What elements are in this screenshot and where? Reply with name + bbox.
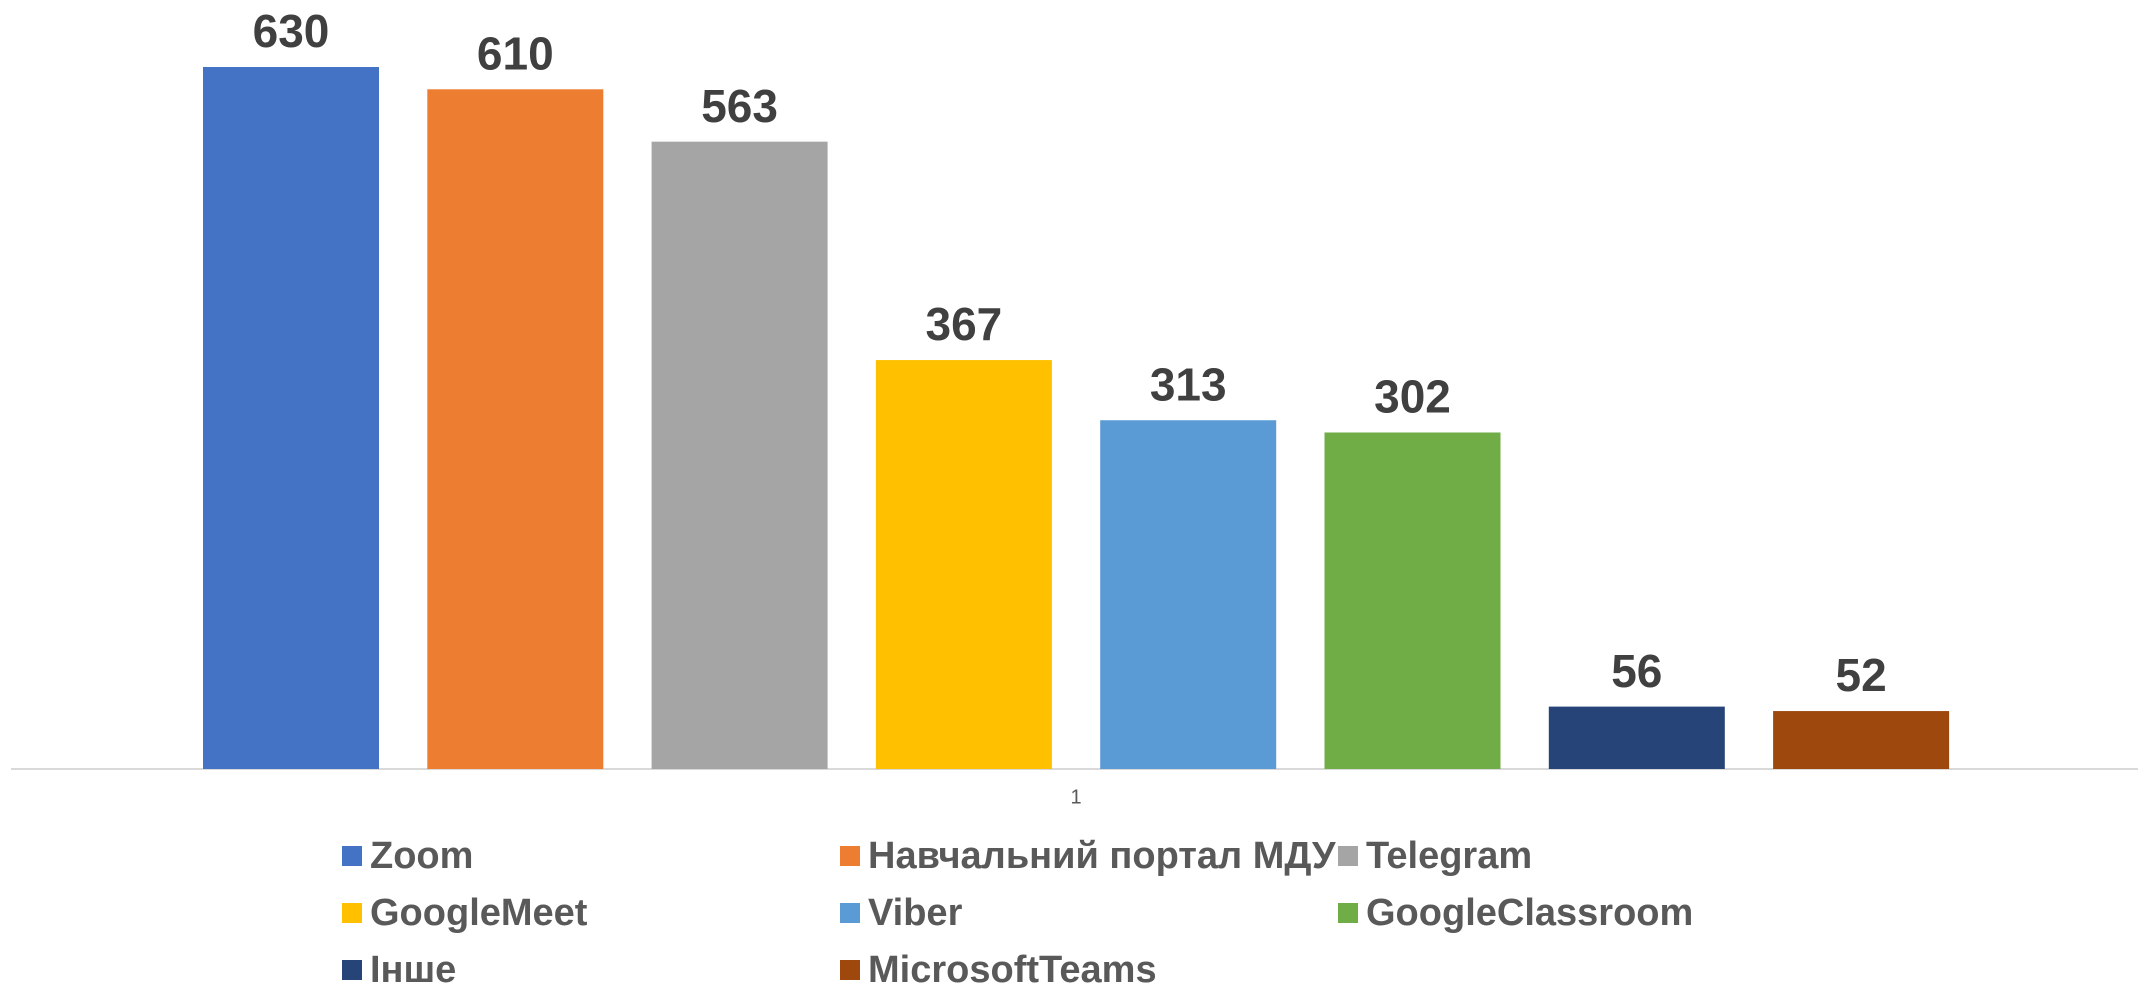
bar (1100, 420, 1277, 769)
bar (427, 89, 604, 770)
data-label: 302 (1374, 371, 1451, 423)
legend-label: Інше (370, 949, 456, 987)
legend-label: GoogleMeet (370, 892, 588, 934)
legend-swatch (342, 846, 362, 866)
data-label: 367 (926, 298, 1003, 350)
x-tick-label: 1 (1070, 786, 1081, 808)
legend-swatch (1338, 903, 1358, 923)
data-label: 630 (253, 5, 330, 57)
legend-label: GoogleClassroom (1366, 892, 1693, 934)
bar (875, 360, 1052, 769)
legend-swatch (840, 846, 860, 866)
data-label: 56 (1611, 645, 1662, 697)
legend-label: Навчальний портал МДУ (868, 835, 1336, 877)
data-label: 610 (477, 27, 554, 79)
data-label: 563 (701, 80, 778, 132)
bar (1324, 432, 1501, 769)
bar (1548, 706, 1725, 769)
legend-swatch (342, 960, 362, 980)
legend-swatch (342, 903, 362, 923)
legend-swatch (840, 903, 860, 923)
bar (1773, 711, 1950, 769)
legend-swatch (1338, 846, 1358, 866)
legend-label: Viber (868, 892, 963, 934)
legend-swatch (840, 960, 860, 980)
data-label: 313 (1150, 358, 1227, 410)
legend-label: Zoom (370, 835, 473, 877)
bar (203, 67, 379, 769)
bar (651, 141, 828, 769)
legend-label: MicrosoftTeams (868, 949, 1157, 987)
data-label: 52 (1836, 649, 1887, 701)
legend-label: Telegram (1366, 835, 1532, 877)
